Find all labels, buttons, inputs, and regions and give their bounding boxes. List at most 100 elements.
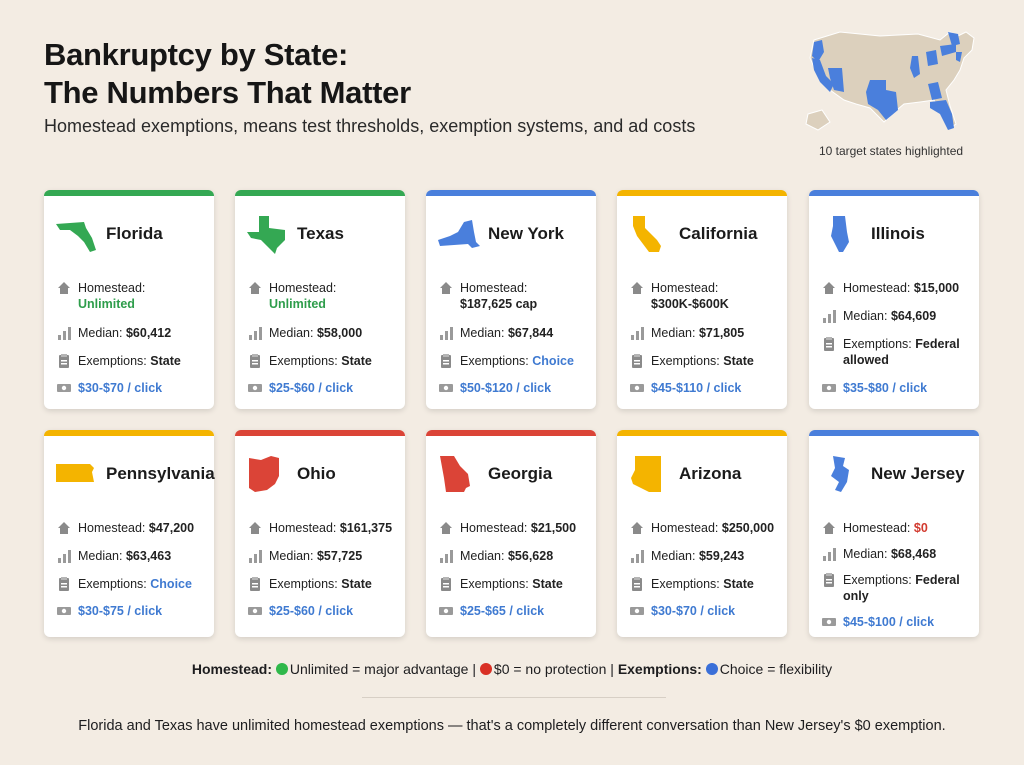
money-icon bbox=[57, 607, 71, 615]
exemptions-label: Exemptions: bbox=[843, 337, 912, 351]
homestead-value: $300K-$600K bbox=[651, 297, 729, 311]
median-label: Median: bbox=[460, 549, 505, 563]
house-icon bbox=[631, 282, 643, 294]
card-header: Florida bbox=[54, 214, 206, 254]
cost-per-click: $45-$110 / click bbox=[651, 381, 742, 395]
exemptions-value: State bbox=[341, 577, 372, 591]
money-icon bbox=[248, 607, 262, 615]
cost-row: $50-$120 / click bbox=[438, 380, 590, 396]
cost-row: $30-$70 / click bbox=[56, 380, 208, 396]
median-value: $58,000 bbox=[316, 326, 363, 340]
median-row: Median: $57,725 bbox=[247, 548, 399, 564]
title-line-1: Bankruptcy by State: bbox=[44, 37, 349, 72]
state-card-illinois: Illinois Homestead: $15,000 Median: $64,… bbox=[809, 190, 979, 409]
exemptions-label: Exemptions: bbox=[651, 354, 720, 368]
homestead-label: Homestead: bbox=[651, 281, 719, 295]
exemptions-row: Exemptions: Choice bbox=[56, 576, 208, 592]
texas-shape-icon bbox=[247, 216, 285, 254]
exemptions-value: Choice bbox=[150, 577, 192, 591]
california-shape-icon bbox=[633, 216, 661, 252]
money-icon bbox=[57, 384, 71, 392]
house-icon bbox=[823, 522, 835, 534]
green-dot-icon bbox=[275, 663, 288, 675]
median-value: $56,628 bbox=[507, 549, 554, 563]
median-value: $60,412 bbox=[125, 326, 172, 340]
bar-chart-icon bbox=[249, 327, 262, 340]
cost-per-click: $30-$70 / click bbox=[651, 604, 736, 618]
state-name: Arizona bbox=[679, 464, 742, 483]
page-title: Bankruptcy by State: The Numbers That Ma… bbox=[44, 36, 411, 112]
state-card-arizona: Arizona Homestead: $250,000 Median: $59,… bbox=[617, 430, 787, 637]
homestead-row: Homestead: $21,500 bbox=[438, 520, 590, 536]
homestead-row: Homestead: $15,000 bbox=[821, 280, 973, 296]
bar-chart-icon bbox=[58, 550, 71, 563]
cost-row: $35-$80 / click bbox=[821, 380, 973, 396]
exemptions-value: State bbox=[150, 354, 181, 368]
card-header: New Jersey bbox=[819, 454, 971, 494]
median-value: $59,243 bbox=[698, 549, 745, 563]
median-label: Median: bbox=[843, 547, 888, 561]
pennsylvania-shape-icon bbox=[56, 464, 94, 482]
median-value: $57,725 bbox=[316, 549, 363, 563]
exemptions-row: Exemptions: State bbox=[247, 576, 399, 592]
exemptions-label: Exemptions: bbox=[78, 577, 147, 591]
illinois-shape-icon bbox=[831, 216, 849, 252]
clipboard-icon bbox=[632, 354, 642, 368]
homestead-label: Homestead: bbox=[843, 521, 911, 535]
money-icon bbox=[439, 607, 453, 615]
money-icon bbox=[439, 384, 453, 392]
homestead-value: $47,200 bbox=[148, 521, 195, 535]
homestead-row: Homestead: $187,625 cap bbox=[438, 280, 590, 312]
divider bbox=[362, 697, 666, 698]
median-row: Median: $58,000 bbox=[247, 325, 399, 341]
exemptions-row: Exemptions: Federal allowed bbox=[821, 336, 973, 368]
median-row: Median: $67,844 bbox=[438, 325, 590, 341]
legend-unlimited: Unlimited = major advantage bbox=[289, 661, 469, 677]
median-label: Median: bbox=[269, 549, 314, 563]
homestead-label: Homestead: bbox=[460, 521, 528, 535]
cost-row: $30-$75 / click bbox=[56, 603, 208, 619]
homestead-label: Homestead: bbox=[843, 281, 911, 295]
house-icon bbox=[249, 522, 261, 534]
money-icon bbox=[630, 384, 644, 392]
bar-chart-icon bbox=[249, 550, 262, 563]
state-card-pennsylvania: Pennsylvania Homestead: $47,200 Median: … bbox=[44, 430, 215, 637]
cost-per-click: $25-$60 / click bbox=[269, 604, 354, 618]
state-name: Texas bbox=[297, 224, 344, 243]
homestead-row: Homestead: $300K-$600K bbox=[629, 280, 781, 312]
house-icon bbox=[58, 522, 70, 534]
bar-chart-icon bbox=[823, 548, 836, 561]
legend-exemptions-label: Exemptions: bbox=[617, 661, 702, 677]
money-icon bbox=[822, 384, 836, 392]
bar-chart-icon bbox=[440, 327, 453, 340]
homestead-row: Homestead: $161,375 bbox=[247, 520, 399, 536]
homestead-value: Unlimited bbox=[269, 297, 326, 311]
median-value: $67,844 bbox=[507, 326, 554, 340]
house-icon bbox=[440, 522, 452, 534]
exemptions-row: Exemptions: Federal only bbox=[821, 572, 973, 604]
arizona-shape-icon bbox=[631, 456, 661, 492]
house-icon bbox=[440, 282, 452, 294]
exemptions-value: State bbox=[341, 354, 372, 368]
legend-separator: | bbox=[610, 661, 618, 677]
card-header: Georgia bbox=[436, 454, 588, 494]
homestead-label: Homestead: bbox=[269, 521, 337, 535]
median-value: $68,468 bbox=[890, 547, 937, 561]
card-header: Pennsylvania bbox=[54, 454, 215, 494]
median-row: Median: $63,463 bbox=[56, 548, 208, 564]
cost-per-click: $30-$70 / click bbox=[78, 381, 163, 395]
exemptions-value: Federal allowed bbox=[843, 337, 960, 367]
cost-per-click: $50-$120 / click bbox=[460, 381, 552, 395]
median-row: Median: $64,609 bbox=[821, 308, 973, 324]
median-value: $63,463 bbox=[125, 549, 172, 563]
homestead-row: Homestead: $47,200 bbox=[56, 520, 208, 536]
exemptions-label: Exemptions: bbox=[651, 577, 720, 591]
bar-chart-icon bbox=[631, 550, 644, 563]
state-name: New Jersey bbox=[871, 464, 965, 483]
card-header: Illinois bbox=[819, 214, 971, 254]
legend-choice: Choice = flexibility bbox=[719, 661, 833, 677]
card-header: Texas bbox=[245, 214, 397, 254]
median-label: Median: bbox=[651, 549, 696, 563]
state-card-georgia: Georgia Homestead: $21,500 Median: $56,6… bbox=[426, 430, 596, 637]
state-name: Georgia bbox=[488, 464, 553, 483]
